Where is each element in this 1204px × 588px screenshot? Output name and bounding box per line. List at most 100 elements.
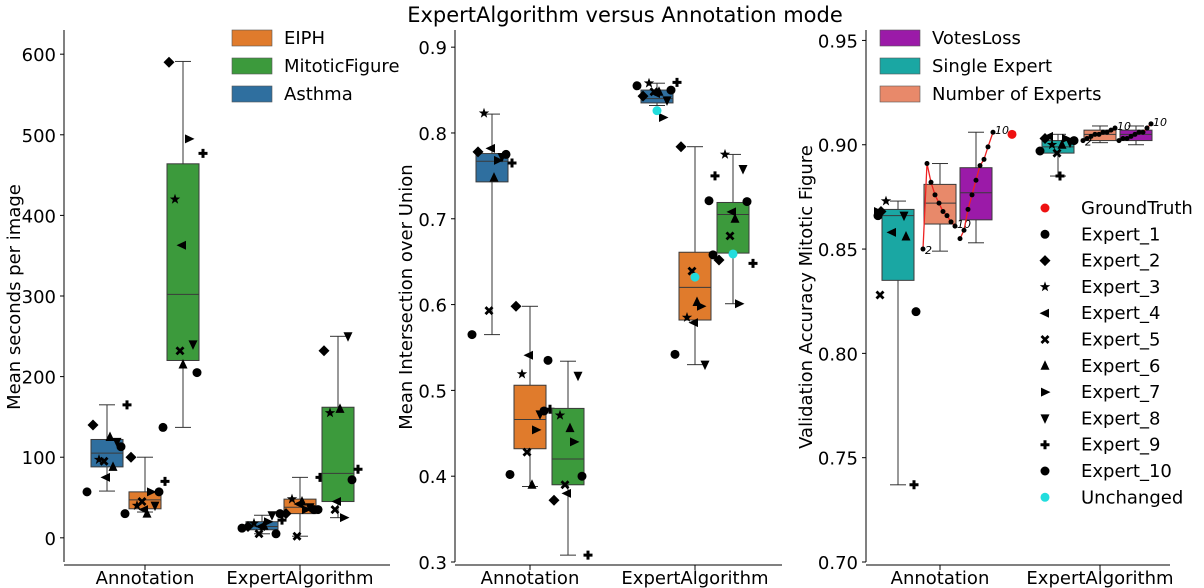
- data-point: [577, 471, 587, 481]
- data-point: [726, 207, 736, 217]
- line-label: 10: [1117, 120, 1131, 133]
- data-point: [105, 431, 115, 442]
- line-label: 10: [957, 218, 971, 231]
- data-point: [681, 312, 693, 322]
- data-point: [944, 213, 950, 219]
- panel-iou: 0.3 0.4 0.5 0.6 0.7 0.8 0.9 Annotation ExpertAlg…: [396, 30, 782, 588]
- legend-label: Expert_9: [1081, 435, 1160, 456]
- data-point: [886, 227, 896, 237]
- y-tick-label: 400: [22, 206, 56, 227]
- data-point: [137, 497, 147, 507]
- data-point: [738, 165, 748, 175]
- legend-label: Expert_6: [1081, 356, 1160, 377]
- legend-label: Expert_5: [1081, 330, 1160, 351]
- data-point: [672, 77, 682, 87]
- data-point: [347, 475, 357, 485]
- data-point: [330, 505, 340, 515]
- legend-marker: [1040, 466, 1050, 476]
- data-point: [924, 161, 930, 167]
- legend-marker: [1040, 440, 1050, 450]
- data-point: [708, 250, 718, 260]
- legend-swatch: [879, 85, 921, 103]
- data-point: [505, 469, 515, 479]
- data-point: [324, 407, 336, 418]
- y-tick-label: 0.95: [818, 31, 858, 52]
- data-point: [560, 480, 570, 490]
- data-point: [275, 509, 285, 519]
- legend-label: Unchanged: [1081, 487, 1183, 508]
- legend-label: Expert_10: [1081, 461, 1172, 482]
- data-point: [875, 290, 885, 300]
- data-point: [742, 197, 752, 207]
- data-point: [543, 355, 553, 365]
- data-point: [267, 511, 277, 521]
- line-label: 2: [1085, 136, 1092, 149]
- y-tick-label: 0.5: [418, 381, 447, 402]
- data-point: [1148, 121, 1154, 127]
- data-point: [286, 493, 298, 504]
- legend-swatch: [879, 57, 921, 75]
- data-point: [874, 207, 884, 217]
- data-point: [1046, 139, 1058, 150]
- data-point: [973, 177, 979, 183]
- data-point: [659, 113, 669, 123]
- data-point: [343, 332, 353, 342]
- legend-label: EIPH: [284, 28, 325, 49]
- data-point: [688, 318, 698, 328]
- data-point: [494, 155, 504, 165]
- legend-marker: [1040, 203, 1050, 213]
- x-tick-label: Annotation: [481, 568, 580, 588]
- box-single-expert: [881, 208, 915, 281]
- x-tick-label: ExpertAlgorithm: [621, 568, 768, 588]
- unchanged-point: [652, 106, 662, 116]
- data-point: [901, 231, 911, 241]
- legend-label: GroundTruth: [1081, 198, 1193, 219]
- y-axis-label: Validation Accuracy Mitotic Figure: [796, 145, 817, 449]
- data-point: [662, 96, 672, 106]
- data-point: [478, 107, 490, 118]
- box-votesloss: [959, 167, 993, 221]
- data-point: [735, 299, 745, 309]
- data-point: [632, 81, 642, 91]
- y-tick-label: 0.85: [818, 240, 858, 261]
- data-point: [940, 209, 946, 215]
- data-point: [138, 505, 148, 515]
- data-point: [713, 254, 725, 266]
- legend-marker: [1040, 229, 1050, 239]
- y-tick-label: 0.80: [818, 344, 858, 365]
- data-point: [932, 192, 938, 198]
- legend-swatch: [879, 29, 921, 47]
- unchanged-point: [690, 272, 700, 282]
- data-point: [1035, 146, 1045, 156]
- box-eiph: [678, 251, 712, 321]
- y-tick-label: 0.75: [818, 449, 858, 470]
- data-point: [527, 479, 537, 489]
- data-point: [880, 195, 892, 206]
- data-point: [909, 480, 919, 490]
- data-point: [125, 451, 137, 463]
- data-point: [948, 219, 954, 225]
- data-point: [271, 529, 281, 539]
- data-point: [99, 456, 109, 466]
- data-point: [122, 400, 132, 410]
- legend-label: Asthma: [284, 84, 353, 105]
- line-label: 10: [1153, 116, 1167, 129]
- data-point: [961, 227, 967, 233]
- y-tick-label: 0: [45, 529, 56, 550]
- data-point: [675, 141, 687, 153]
- data-point: [554, 409, 566, 420]
- data-point: [188, 340, 198, 350]
- data-point: [1108, 127, 1114, 133]
- y-tick-label: 500: [22, 126, 56, 147]
- data-point: [331, 497, 341, 507]
- data-point: [169, 193, 181, 204]
- data-point: [990, 129, 996, 135]
- legend-label: MitoticFigure: [284, 56, 400, 77]
- data-point: [510, 300, 522, 312]
- legend-swatch: [231, 29, 273, 47]
- data-point: [637, 90, 649, 102]
- data-point: [158, 422, 168, 432]
- y-axis-label: Mean Intersection over Union: [396, 164, 417, 429]
- legend-marker: [1040, 492, 1050, 502]
